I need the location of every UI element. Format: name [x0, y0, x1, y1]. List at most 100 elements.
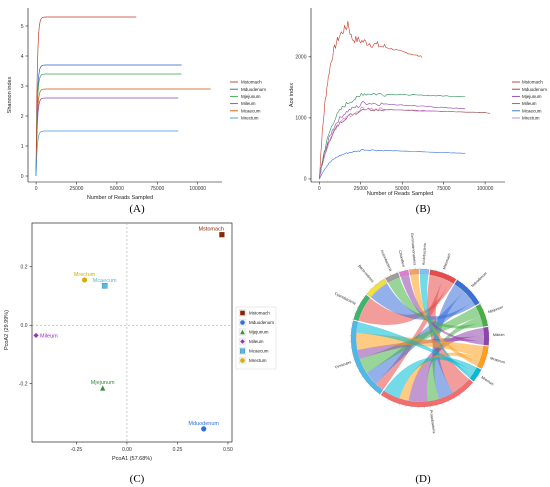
sector-tick	[474, 380, 476, 382]
panel-b-ace-chart: 0 25000 50000 75000 100000 0 1000 2000 Number …	[289, 8, 547, 215]
x-tick-label: 0.50	[223, 447, 233, 453]
sector-tick	[457, 278, 459, 280]
sector-tick	[466, 286, 469, 288]
sector-tick	[472, 382, 475, 384]
legend-label: Mjejunum	[249, 330, 269, 335]
series-line-mcaecum	[319, 148, 466, 179]
panel-a-ylabel: Shannon index	[7, 76, 13, 113]
sector-arc	[399, 269, 410, 278]
sector-tick	[459, 394, 461, 397]
panel-a-xlabel: Number of Reads Sampled	[87, 195, 153, 201]
sector-tick	[390, 274, 392, 276]
point-label: Mileum	[40, 333, 58, 339]
legend-label: Mstomach	[241, 80, 262, 85]
panel-d-label: (D)	[415, 473, 431, 485]
point-marker	[240, 329, 245, 335]
y-tick-label: 0.2	[21, 265, 28, 271]
point-marker	[240, 339, 245, 344]
sector-label: Acidobacteria	[422, 243, 427, 265]
sector-arc	[429, 269, 457, 284]
y-tick-label: 0.0	[21, 323, 28, 329]
x-tick-label: 75000	[150, 186, 164, 192]
sector-tick	[462, 282, 464, 284]
legend-label: Mjejunum	[522, 94, 542, 99]
point-marker	[240, 358, 245, 363]
sector-tick	[363, 296, 365, 298]
legend-label: Mrectum	[522, 116, 540, 121]
series-line-mjejunum	[319, 100, 466, 178]
sector-arc	[409, 268, 419, 275]
panel-c-ylabel: PcoA2 (29.99%)	[4, 310, 10, 350]
sector-tick	[478, 301, 481, 302]
sector-tick	[365, 292, 367, 295]
sector-label: Bacteroidetes	[357, 264, 374, 283]
point-label: Mstomach	[199, 227, 224, 233]
panel-c-frame	[31, 222, 233, 443]
sector-tick	[384, 276, 386, 279]
x-tick-label: 25000	[70, 186, 84, 192]
sector-tick	[448, 273, 449, 276]
sector-arc	[469, 367, 482, 382]
sector-tick	[453, 276, 455, 278]
sector-arc	[350, 320, 384, 395]
panel-d-chord-diagram: Mstomach Mduodenum Mjejunum Mileum Mcaecum Mr…	[334, 233, 506, 485]
sector-tick	[361, 376, 363, 378]
y-tick-label: 3	[21, 84, 24, 90]
sector-arc	[366, 278, 388, 298]
sector-tick	[355, 365, 357, 367]
sector-label: Mduodenum	[471, 271, 488, 288]
x-tick-label: 0.00	[122, 447, 132, 453]
sector-tick	[354, 312, 356, 314]
sector-tick	[387, 399, 389, 401]
sector-tick	[358, 371, 360, 372]
point-label: Mcaecum	[93, 278, 117, 284]
y-tick-label: 1000	[295, 116, 306, 122]
x-tick-label: 25000	[354, 186, 368, 192]
series-line-mstomach	[35, 16, 137, 177]
legend-label: Mstomach	[249, 311, 270, 316]
panel-b-label: (B)	[416, 203, 431, 215]
sector-label: Mileum	[493, 333, 505, 337]
legend-label: Mduodenum	[241, 87, 266, 92]
x-tick-label: 0	[318, 186, 321, 192]
point-label: Mrectum	[74, 272, 96, 278]
chord-ribbon	[410, 274, 479, 367]
sector-tick	[480, 303, 482, 305]
legend-label: Mduodenum	[522, 87, 547, 92]
point-marker	[240, 320, 245, 325]
legend-label: Mcaecum	[249, 349, 269, 354]
y-tick-label: 5	[21, 24, 24, 30]
chord-ribbon	[426, 316, 482, 402]
sector-tick	[468, 386, 470, 389]
x-tick-label: 50000	[110, 186, 124, 192]
panel-b-xlabel: Number of Reads Sampled	[367, 191, 433, 197]
panel-c-pcoa-chart: -0.25 0.00 0.25 0.50 -0.2 0.0 0.2 Mstomach Mdu…	[4, 222, 277, 485]
sector-label: Actinobacteria	[380, 250, 393, 272]
point-label: Mjejunum	[91, 380, 115, 386]
chord-ribbon	[400, 275, 484, 345]
point-marker	[201, 426, 207, 432]
series-line-mcaecum	[35, 88, 211, 177]
legend-label: Mileum	[522, 101, 537, 106]
sector-label: Mrectum	[481, 375, 495, 386]
x-tick-label: 75000	[437, 186, 451, 192]
y-tick-label: 2	[21, 114, 24, 120]
point-marker	[239, 348, 245, 354]
sector-tick	[471, 290, 473, 293]
point-marker	[101, 282, 108, 289]
series-line-mstomach	[319, 21, 423, 179]
point-marker	[100, 385, 106, 391]
series-line-mrectum	[35, 130, 179, 177]
legend-label: Mcaecum	[522, 108, 542, 113]
sector-tick	[359, 301, 361, 303]
point-marker	[219, 232, 225, 238]
panel-b-ylabel: Ace index	[289, 83, 295, 107]
sector-arc	[419, 268, 430, 275]
sector-label: Proteobacteria	[429, 410, 436, 434]
sector-arc	[454, 279, 480, 306]
chord-ribbon	[399, 352, 481, 401]
sector-tick	[374, 283, 376, 286]
x-tick-label: 50000	[395, 186, 409, 192]
x-tick-label: 0.25	[173, 447, 183, 453]
sector-tick	[393, 401, 395, 404]
